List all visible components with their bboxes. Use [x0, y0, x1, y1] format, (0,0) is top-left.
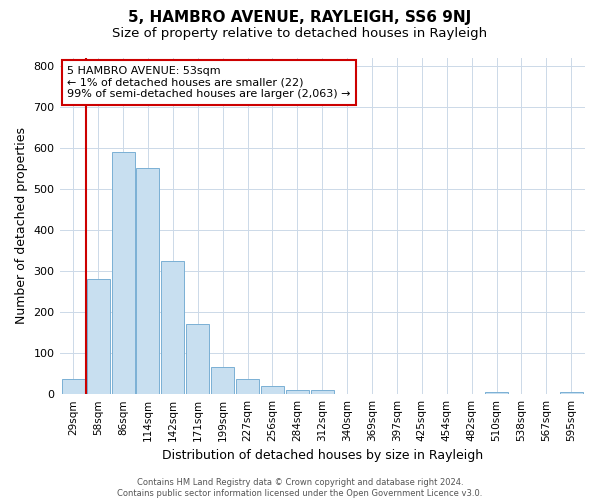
Text: 5, HAMBRO AVENUE, RAYLEIGH, SS6 9NJ: 5, HAMBRO AVENUE, RAYLEIGH, SS6 9NJ: [128, 10, 472, 25]
Y-axis label: Number of detached properties: Number of detached properties: [15, 128, 28, 324]
Bar: [560, 392, 583, 394]
Bar: [161, 260, 184, 394]
Bar: [112, 152, 134, 394]
Bar: [311, 390, 334, 394]
X-axis label: Distribution of detached houses by size in Rayleigh: Distribution of detached houses by size …: [162, 450, 483, 462]
Text: Size of property relative to detached houses in Rayleigh: Size of property relative to detached ho…: [112, 28, 488, 40]
Bar: [485, 392, 508, 394]
Bar: [186, 324, 209, 394]
Bar: [86, 279, 110, 394]
Bar: [261, 386, 284, 394]
Bar: [62, 378, 85, 394]
Bar: [286, 390, 309, 394]
Bar: [136, 168, 160, 394]
Bar: [236, 378, 259, 394]
Bar: [211, 368, 234, 394]
Text: 5 HAMBRO AVENUE: 53sqm
← 1% of detached houses are smaller (22)
99% of semi-deta: 5 HAMBRO AVENUE: 53sqm ← 1% of detached …: [67, 66, 351, 99]
Text: Contains HM Land Registry data © Crown copyright and database right 2024.
Contai: Contains HM Land Registry data © Crown c…: [118, 478, 482, 498]
